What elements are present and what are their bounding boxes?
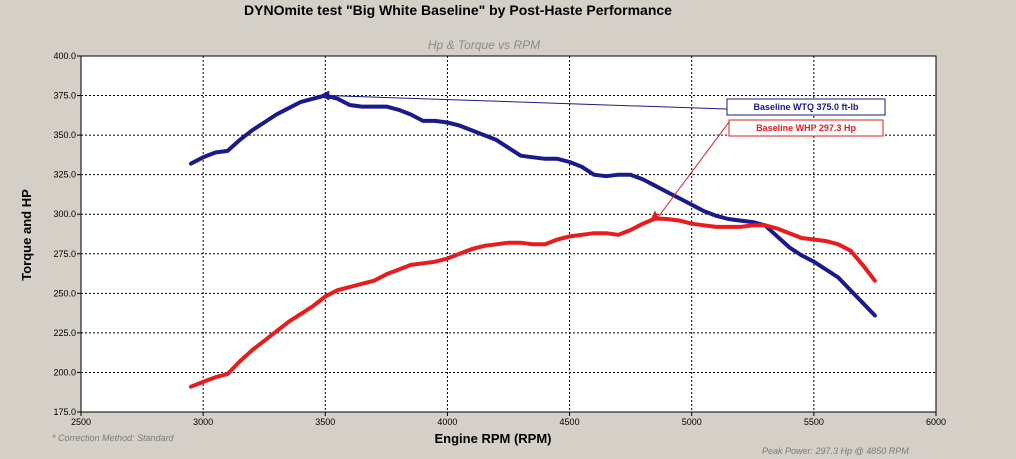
y-tick-label: 375.0 [53,91,76,101]
correction-method-note: * Correction Method: Standard [52,433,175,443]
x-tick-label: 3000 [193,417,213,427]
grid-lines [81,56,936,412]
marker-label: Baseline WHP 297.3 Hp [756,123,856,133]
x-tick-label: 2500 [71,417,91,427]
x-tick-label: 4500 [560,417,580,427]
x-axis-label: Engine RPM (RPM) [435,431,552,446]
tick-labels: 2500 3000 3500 4000 4500 5000 5500 6000 175.0 200… [53,51,946,427]
marker-label-box [726,98,886,116]
y-tick-label: 275.0 [53,249,76,259]
marker-label: Baseline WTQ 375.0 ft-lb [753,102,859,112]
x-tick-label: 5000 [682,417,702,427]
chart-title: DYNOmite test "Big White Baseline" by Po… [244,2,672,18]
marker-leader-line [656,121,730,219]
y-axis-label: Torque and HP [19,189,34,281]
peak-power-note: Peak Power: 297.3 Hp @ 4850 RPM [762,446,909,456]
marker-label-box [728,119,884,137]
chart-subtitle: Hp & Torque vs RPM [428,38,540,52]
y-tick-label: 300.0 [53,209,76,219]
hp-series-line [188,216,877,389]
x-tick-label: 3500 [315,417,335,427]
y-tick-label: 200.0 [53,367,76,377]
series-lines [188,93,877,389]
peak-markers: Baseline WTQ 375.0 ft-lb Baseline WHP 297… [319,90,886,221]
y-tick-label: 400.0 [53,51,76,61]
marker-leader-line [327,95,728,110]
x-tick-label: 4000 [437,417,457,427]
x-tick-label: 6000 [926,417,946,427]
hp-peak-marker [650,210,661,221]
x-tick-label: 5500 [804,417,824,427]
torque-peak-marker [319,90,330,101]
y-tick-label: 250.0 [53,288,76,298]
y-tick-label: 325.0 [53,170,76,180]
y-tick-label: 225.0 [53,328,76,338]
y-tick-label: 175.0 [53,407,76,417]
y-tick-label: 350.0 [53,130,76,140]
